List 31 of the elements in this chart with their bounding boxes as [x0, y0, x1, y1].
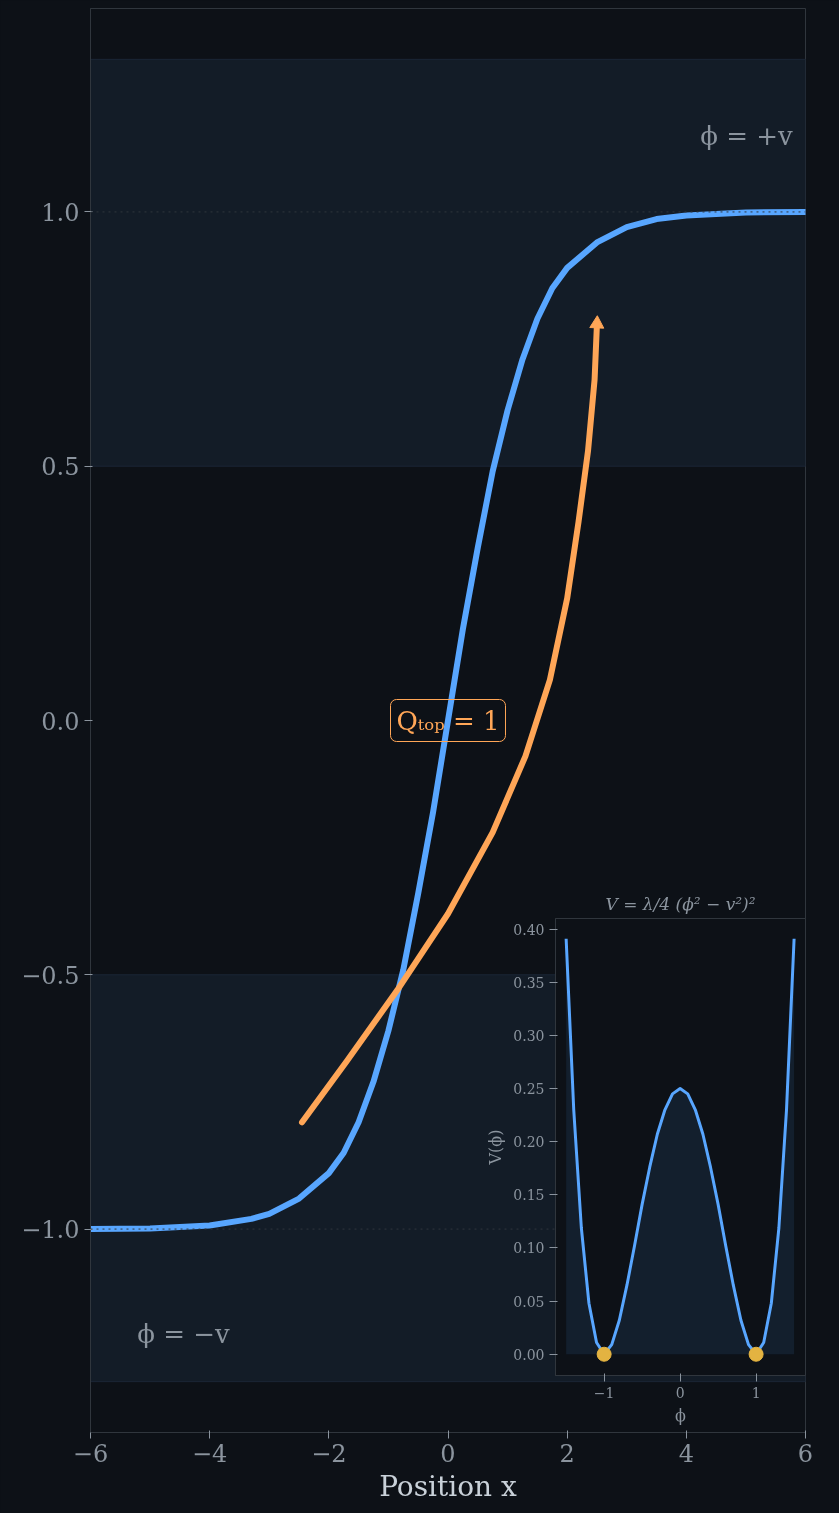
y-tick-label: 0.25 [513, 1081, 545, 1098]
annotation: Qₜₒₚ = 1 [396, 705, 500, 736]
x-tick-label: 4 [678, 1439, 694, 1468]
y-tick-label: 0.5 [41, 453, 80, 482]
y-axis-title: V(ϕ) [486, 1129, 506, 1166]
x-tick-label: −2 [311, 1439, 347, 1468]
x-tick-label: 0 [675, 1384, 685, 1401]
x-tick-label: 0 [440, 1439, 456, 1468]
x-tick-label: 2 [559, 1439, 575, 1468]
x-tick-label: 1 [751, 1384, 761, 1401]
annotation: ϕ = +v [700, 120, 794, 151]
chart-title: V = λ/4 (ϕ² − v²)² [605, 893, 756, 914]
y-tick-label: 0.30 [513, 1027, 545, 1044]
y-tick-label: −0.5 [21, 961, 80, 990]
y-tick-label: −1.0 [21, 1216, 80, 1245]
x-tick-label: −1 [593, 1384, 615, 1401]
y-tick-label: 0.0 [41, 707, 80, 736]
x-axis-title: ϕ [675, 1405, 687, 1425]
x-tick-label: −6 [72, 1439, 109, 1468]
y-tick-label: 0.15 [513, 1187, 545, 1204]
annotation: ϕ = −v [137, 1318, 231, 1349]
y-tick-label: 0.00 [513, 1346, 545, 1363]
y-tick-label: 0.10 [513, 1240, 545, 1257]
y-tick-label: 0.40 [513, 921, 545, 938]
y-tick-label: 0.20 [513, 1134, 545, 1151]
x-axis-title: Position x [379, 1469, 518, 1503]
x-tick-label: 6 [797, 1439, 814, 1468]
y-tick-label: 0.35 [513, 974, 545, 991]
x-tick-label: −4 [191, 1439, 228, 1468]
y-tick-label: 0.05 [513, 1293, 545, 1310]
y-tick-label: 1.0 [41, 198, 80, 227]
